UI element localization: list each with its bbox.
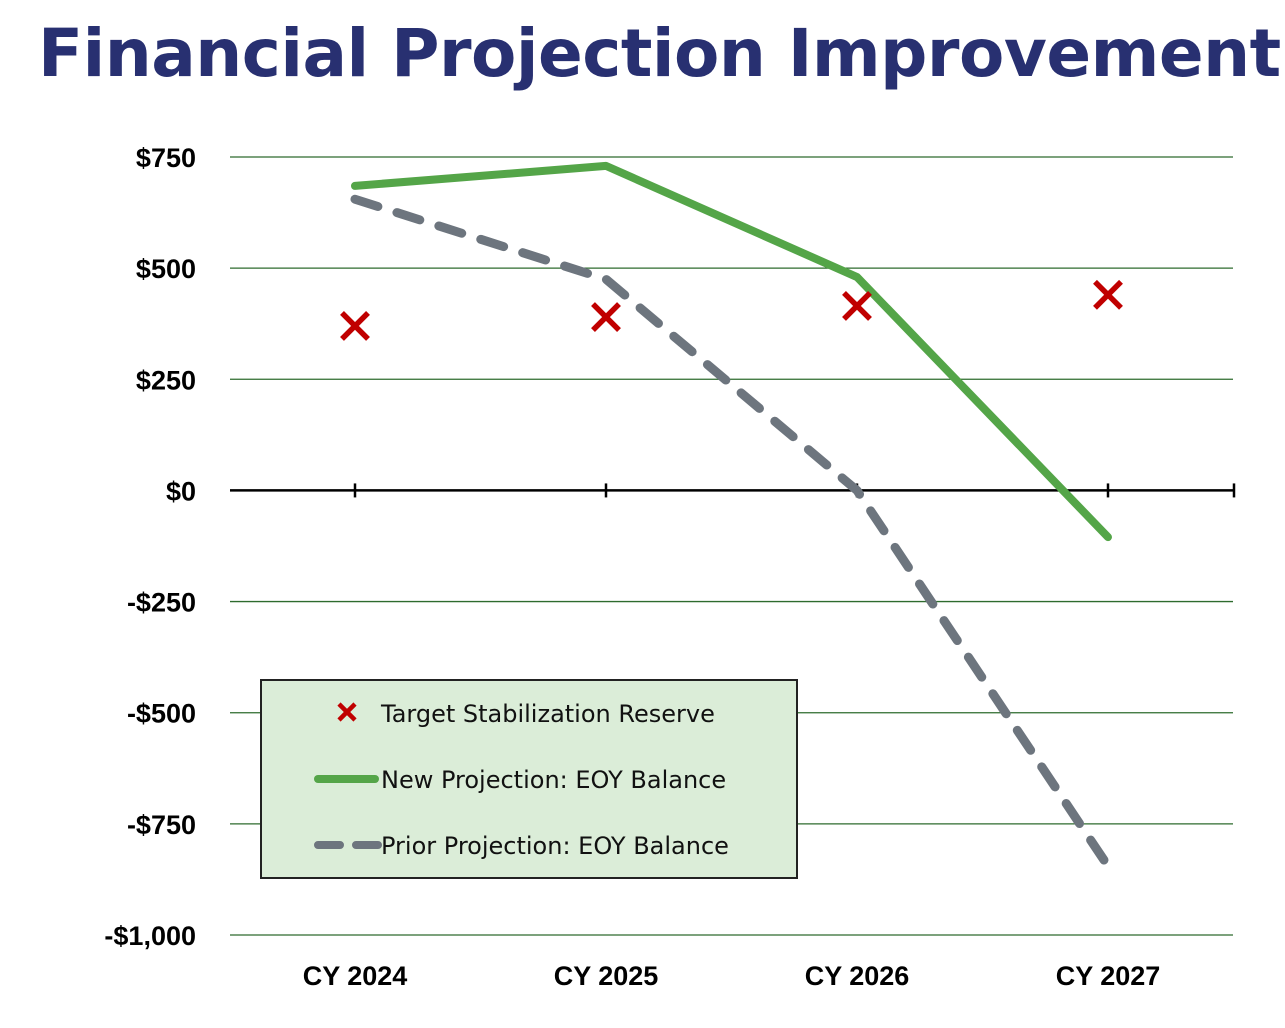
series-layer <box>340 161 1123 871</box>
x-axis-labels: CY 2024 CY 2025 CY 2026 CY 2027 <box>303 961 1161 991</box>
y-tick-label: $750 <box>136 143 196 173</box>
y-tick-label: $250 <box>136 365 196 395</box>
target-reserve-marker <box>1093 279 1123 310</box>
y-tick-label: -$750 <box>127 810 196 840</box>
y-tick-label: $0 <box>166 476 196 506</box>
y-tick-label: -$1,000 <box>104 921 196 951</box>
legend-label: Target Stabilization Reserve <box>380 700 715 728</box>
prior-projection-line <box>350 194 1113 871</box>
legend: Target Stabilization Reserve New Projecti… <box>260 679 798 879</box>
x-tick-label: CY 2026 <box>805 961 910 991</box>
x-axis <box>230 483 1236 498</box>
legend-marker-x <box>337 702 357 722</box>
legend-label: Prior Projection: EOY Balance <box>381 832 729 860</box>
target-reserve-marker <box>340 310 370 341</box>
new-projection-line <box>351 161 1112 542</box>
y-tick-label: -$250 <box>127 588 196 618</box>
y-axis-labels: $750 $500 $250 $0 -$250 -$500 -$750 -$1,000 <box>104 143 196 951</box>
x-tick-label: CY 2024 <box>303 961 408 991</box>
page-title: Financial Projection Improvement <box>38 15 1281 92</box>
x-tick-label: CY 2027 <box>1056 961 1161 991</box>
target-reserve-marker <box>842 290 872 321</box>
target-reserve-marker <box>591 302 621 332</box>
y-tick-label: $500 <box>136 254 196 284</box>
x-tick-label: CY 2025 <box>554 961 659 991</box>
legend-label: New Projection: EOY Balance <box>381 766 726 794</box>
y-tick-label: -$500 <box>127 699 196 729</box>
